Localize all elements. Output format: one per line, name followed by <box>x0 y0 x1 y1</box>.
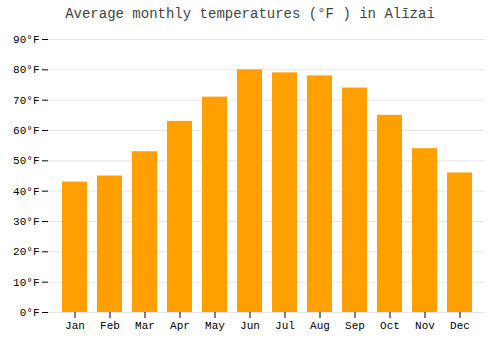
svg-text:Jan: Jan <box>65 320 85 332</box>
svg-text:90°F: 90°F <box>13 34 39 46</box>
svg-text:0°F: 0°F <box>20 307 40 319</box>
svg-text:Oct: Oct <box>380 320 400 332</box>
svg-text:Jun: Jun <box>240 320 260 332</box>
svg-text:Sep: Sep <box>345 320 365 332</box>
svg-text:70°F: 70°F <box>13 95 39 107</box>
html-text:Average monthly temperatures (: Average monthly temperatures (°F ) in Al… <box>65 6 435 22</box>
svg-text:Dec: Dec <box>450 320 470 332</box>
svg-text:Feb: Feb <box>100 320 120 332</box>
svg-text:20°F: 20°F <box>13 246 39 258</box>
svg-text:50°F: 50°F <box>13 155 39 167</box>
svg-text:60°F: 60°F <box>13 125 39 137</box>
svg-text:May: May <box>205 320 225 332</box>
svg-text:Aug: Aug <box>310 320 330 332</box>
svg-text:Nov: Nov <box>415 320 435 332</box>
svg-text:10°F: 10°F <box>13 277 39 289</box>
svg-text:40°F: 40°F <box>13 186 39 198</box>
svg-text:Jul: Jul <box>275 320 295 332</box>
svg-text:Apr: Apr <box>170 320 190 332</box>
svg-text:30°F: 30°F <box>13 216 39 228</box>
svg-text:Mar: Mar <box>135 320 155 332</box>
svg-text:80°F: 80°F <box>13 64 39 76</box>
